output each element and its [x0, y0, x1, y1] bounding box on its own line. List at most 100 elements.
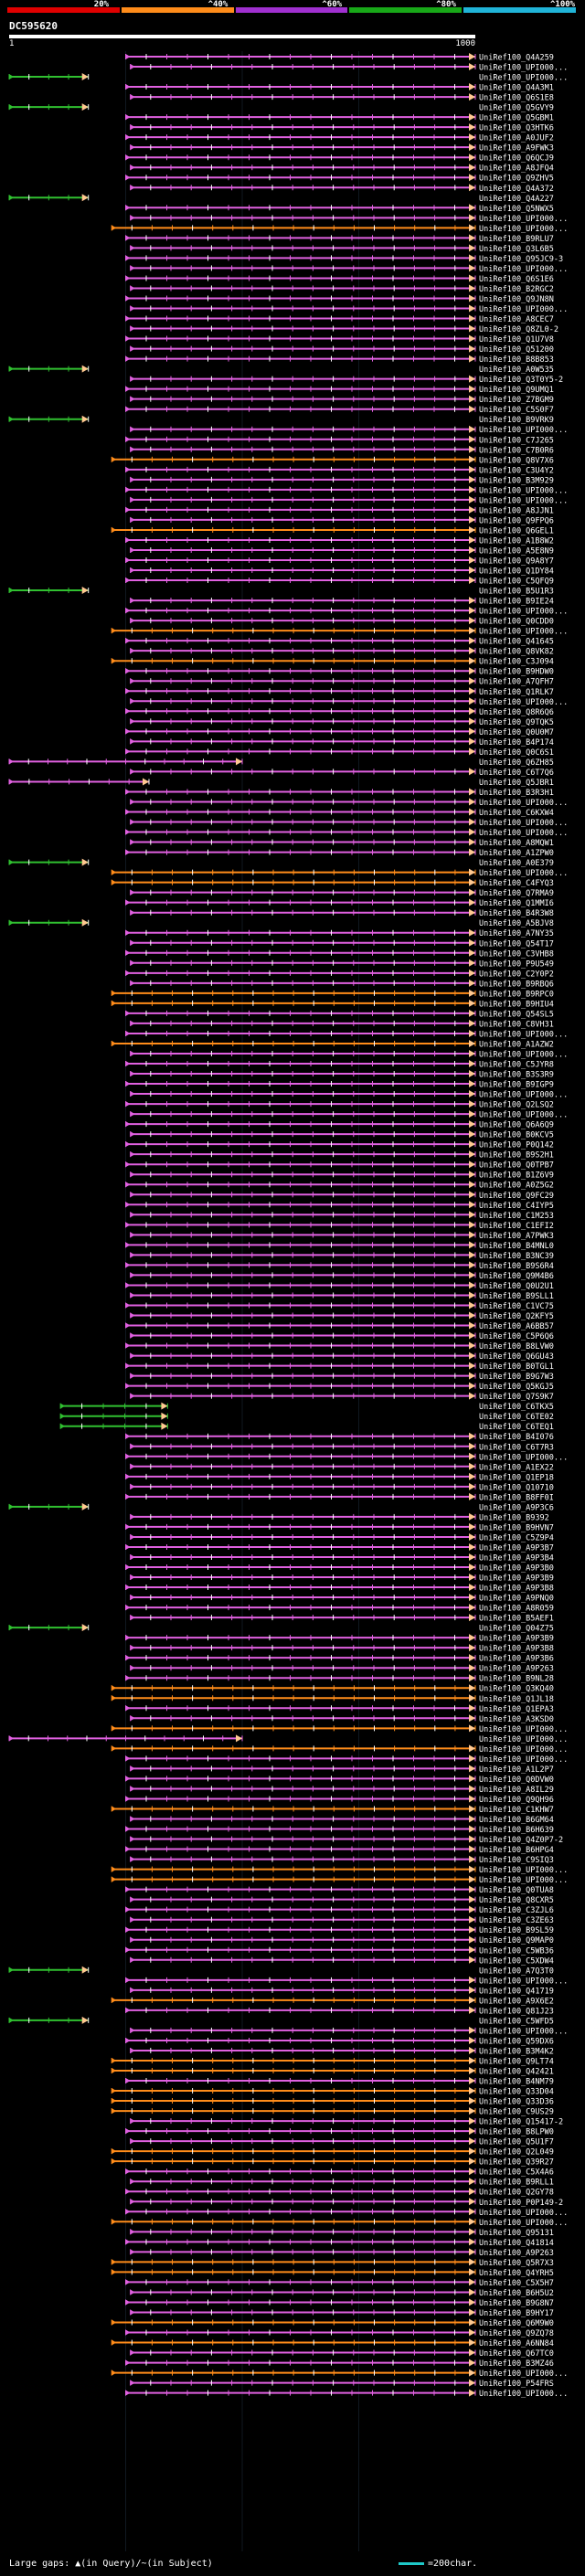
hit-start-arrow: [9, 74, 14, 80]
hit-end-arrow: [469, 2338, 475, 2347]
hit-label: UniRef100_Q54T17: [479, 939, 554, 949]
hit-end-arrow: [469, 274, 475, 282]
hit-end-arrow: [81, 918, 89, 927]
hit-start-arrow: [125, 849, 131, 855]
hit-end-arrow: [469, 1039, 475, 1047]
hit-end-arrow: [469, 808, 475, 816]
hit-end-arrow: [469, 1845, 475, 1853]
hit-start-arrow: [125, 2189, 131, 2195]
hit-start-arrow: [130, 1987, 135, 1993]
hit-start-arrow: [130, 889, 135, 896]
hit-label: UniRef100_Q41645: [479, 638, 554, 647]
hit-start-arrow: [130, 2138, 135, 2145]
ruler-end-label: 1000: [455, 39, 475, 48]
hit-end-arrow: [469, 1775, 475, 1783]
hit-label: UniRef100_A1EX22: [479, 1463, 554, 1472]
hit-end-arrow: [469, 1472, 475, 1480]
hit-label: UniRef100_C6T7Q6: [479, 769, 554, 778]
hit-end-arrow: [469, 1100, 475, 1108]
hit-start-arrow: [9, 2017, 14, 2023]
hit-label: UniRef100_Q5GVY9: [479, 104, 554, 113]
hit-end-arrow: [469, 1885, 475, 1893]
hit-start-arrow: [130, 164, 135, 171]
hit-label: UniRef100_UPI000...: [479, 799, 568, 808]
hit-end-arrow: [469, 93, 475, 101]
hit-end-arrow: [469, 505, 475, 514]
hit-start-arrow: [130, 325, 135, 332]
hit-start-arrow: [9, 416, 14, 422]
hit-start-arrow: [125, 668, 131, 674]
hit-label: UniRef100_A7Q3T0: [479, 1966, 554, 1976]
hit-label: UniRef100_C3ZE63: [479, 1916, 554, 1925]
hit-start-arrow: [130, 567, 135, 574]
hit-label: UniRef100_UPI000...: [479, 1745, 568, 1754]
hit-label: UniRef100_B9RBQ6: [479, 980, 554, 989]
hit-end-arrow: [469, 1060, 475, 1067]
hit-start-arrow: [125, 1202, 131, 1208]
hit-end-arrow: [469, 1584, 475, 1592]
hit-end-arrow: [469, 1574, 475, 1582]
hit-start-arrow: [130, 64, 135, 70]
hit-label: UniRef100_UPI000...: [479, 1453, 568, 1462]
hit-label: UniRef100_Q6A6Q9: [479, 1121, 554, 1130]
hit-label: UniRef100_B4P174: [479, 738, 554, 747]
hit-label: UniRef100_Q9JN8N: [479, 295, 554, 304]
hit-start-arrow: [130, 799, 135, 805]
hit-start-arrow: [112, 2269, 117, 2275]
hit-label: UniRef100_Q1EP18: [479, 1473, 554, 1482]
ruler-start-label: 1: [9, 39, 15, 48]
hit-label: UniRef100_UPI000...: [479, 225, 568, 234]
hit-label: UniRef100_B0KCV5: [479, 1131, 554, 1140]
hit-label: UniRef100_Q1EPA3: [479, 1705, 554, 1714]
hit-start-arrow: [9, 779, 14, 785]
hit-label: UniRef100_Q0DVW0: [479, 1776, 554, 1785]
hit-end-arrow: [469, 1120, 475, 1129]
hit-label: UniRef100_A7NY35: [479, 929, 554, 938]
hit-start-arrow: [9, 758, 14, 765]
hit-start-arrow: [130, 1765, 135, 1772]
hit-end-arrow: [469, 2308, 475, 2316]
hit-label: UniRef100_Q9A8Y7: [479, 557, 554, 567]
hit-start-arrow: [130, 1936, 135, 1943]
hit-end-arrow: [469, 2026, 475, 2034]
hit-end-arrow: [469, 345, 475, 353]
hit-end-arrow: [469, 485, 475, 493]
hit-start-arrow: [125, 748, 131, 755]
hit-end-arrow: [469, 2389, 475, 2397]
hit-end-arrow: [469, 1754, 475, 1763]
hit-end-arrow: [469, 1452, 475, 1460]
hit-label: UniRef100_A9P3B9: [479, 1635, 554, 1644]
hit-label: UniRef100_Q41719: [479, 1987, 554, 1996]
hit-label: UniRef100_UPI000...: [479, 1050, 568, 1059]
hit-end-arrow: [469, 2298, 475, 2306]
hit-label: UniRef100_UPI000...: [479, 698, 568, 707]
hit-start-arrow: [130, 1896, 135, 1903]
hit-start-arrow: [130, 396, 135, 402]
hit-start-arrow: [130, 1352, 135, 1359]
hit-end-arrow: [469, 727, 475, 736]
hit-label: UniRef100_UPI000...: [479, 64, 568, 73]
hit-label: UniRef100_B3S3R9: [479, 1071, 554, 1080]
hit-end-arrow: [469, 525, 475, 534]
hit-start-arrow: [125, 1886, 131, 1892]
hit-end-arrow: [143, 778, 149, 786]
hit-start-arrow: [130, 1020, 135, 1026]
hit-end-arrow: [469, 1785, 475, 1793]
hit-label: UniRef100_A8JFQ4: [479, 164, 554, 174]
hit-label: UniRef100_A9P3B4: [479, 1553, 554, 1563]
hit-end-arrow: [469, 2318, 475, 2327]
hit-start-arrow: [130, 698, 135, 705]
hit-label: UniRef100_UPI000...: [479, 1876, 568, 1885]
legend-segment: [463, 7, 576, 13]
hit-start-arrow: [125, 2390, 131, 2396]
hit-start-arrow: [130, 1192, 135, 1198]
hit-end-arrow: [469, 2056, 475, 2064]
hit-label: UniRef100_C7J265: [479, 436, 554, 445]
hit-start-arrow: [9, 1966, 14, 1973]
hit-end-arrow: [469, 224, 475, 232]
hit-end-arrow: [469, 1181, 475, 1189]
hit-label: UniRef100_Q2GY78: [479, 2189, 554, 2198]
hit-start-arrow: [125, 154, 131, 161]
hit-end-arrow: [469, 1644, 475, 1652]
hit-end-arrow: [81, 73, 89, 81]
